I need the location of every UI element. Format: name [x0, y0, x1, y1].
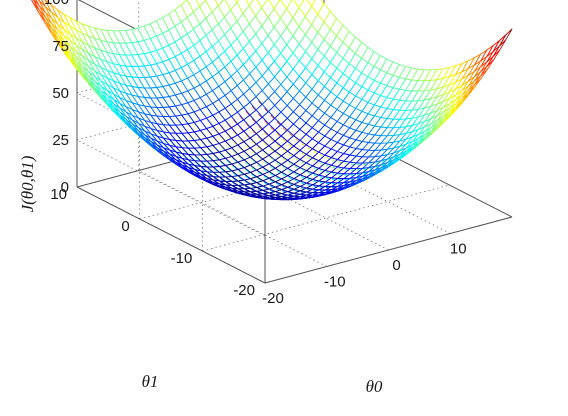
- z-tick-label: 100: [44, 0, 69, 8]
- surface-patch: [306, 0, 316, 7]
- x-axis-label: θ0: [366, 377, 383, 396]
- z-tick-label: 75: [52, 38, 69, 55]
- y-axis-line: [76, 186, 266, 284]
- x-gridline-floor: [138, 170, 327, 267]
- z-tick-label: 50: [52, 85, 69, 102]
- y-axis-label: θ1: [142, 372, 159, 391]
- surface-mesh: [31, 0, 513, 201]
- surface-patch: [245, 0, 254, 6]
- x-tick-label: 0: [392, 257, 400, 274]
- surface-patch: [499, 28, 513, 47]
- y-tick-label: 0: [121, 218, 129, 235]
- x-tick-label: -20: [262, 290, 284, 307]
- z-gridline-left: [76, 139, 266, 237]
- z-tick-label: 25: [52, 132, 69, 149]
- x-tick-label: -10: [324, 274, 346, 291]
- x-tick-label: 10: [450, 241, 467, 258]
- z-axis-label: J(θ0,θ1): [18, 155, 37, 212]
- y-tick-label: -10: [171, 250, 193, 267]
- x-axis-line: [264, 216, 513, 284]
- z-gridline-left: [76, 92, 266, 190]
- y-tick-label: 10: [50, 186, 67, 203]
- z-tick-label: 0: [61, 179, 69, 196]
- y-tick-label: -20: [233, 282, 255, 299]
